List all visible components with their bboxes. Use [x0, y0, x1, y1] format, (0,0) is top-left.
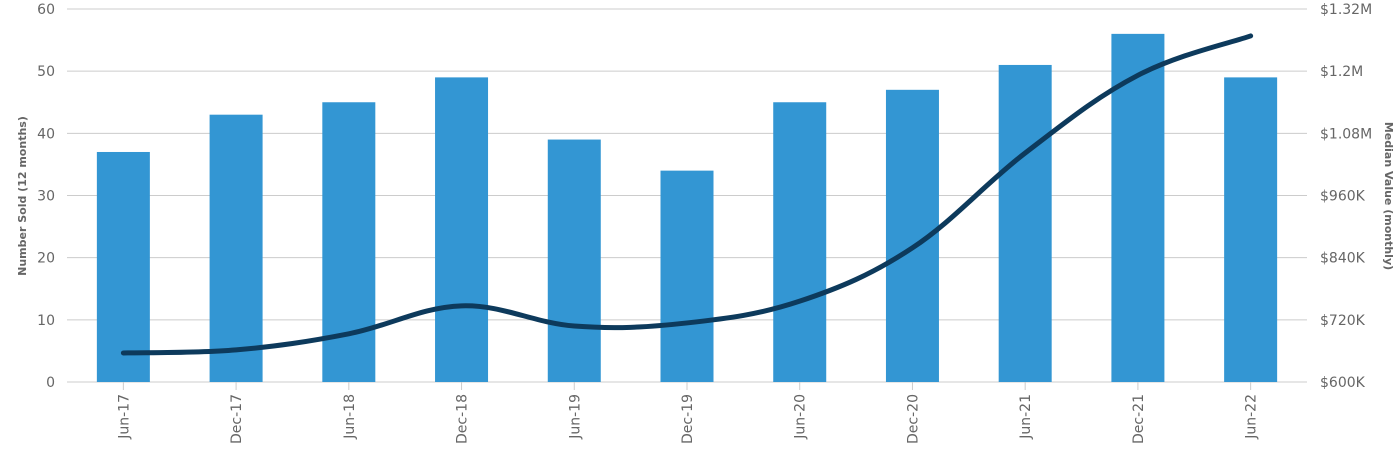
x-tick-label: Jun-21 [1018, 394, 1034, 440]
bar [998, 64, 1052, 382]
y-axis-title-left: Number Sold (12 months) [16, 116, 29, 276]
x-tick-label: Jun-17 [116, 394, 132, 440]
bar [209, 114, 263, 382]
y-tick-left: 20 [37, 251, 55, 267]
bar [773, 102, 827, 382]
y-tick-left: 40 [37, 126, 55, 142]
y-axis-title-right: Median Value (monthly) [1382, 122, 1395, 270]
y-tick-left: 10 [37, 313, 55, 329]
gridlines [67, 8, 1307, 390]
bar [547, 139, 601, 382]
bar [96, 151, 150, 382]
bar [1111, 33, 1165, 382]
x-tick-label: Dec-18 [455, 394, 471, 444]
y-tick-right: $960K [1320, 189, 1366, 205]
bar [435, 77, 489, 382]
x-tick-label: Jun-19 [567, 394, 583, 440]
x-tick-label: Dec-20 [905, 394, 921, 444]
bar [660, 170, 714, 382]
tick-labels: 0 $600K 10 $720K 20 $840K 30 $960K 40 $1.08M 50 $1.… [37, 2, 1372, 444]
line-series [120, 33, 1254, 356]
y-tick-left: 60 [37, 2, 55, 18]
x-tick-label: Jun-20 [793, 394, 809, 440]
x-tick-label: Jun-22 [1244, 394, 1260, 440]
median-value-line [120, 33, 1254, 356]
y-tick-right: $720K [1320, 313, 1366, 329]
y-tick-left: 30 [37, 189, 55, 205]
x-tick-label: Jun-18 [342, 394, 358, 440]
y-tick-left: 50 [37, 64, 55, 80]
bar [1224, 77, 1278, 382]
x-tick-label: Dec-19 [680, 394, 696, 444]
y-tick-right: $1.32M [1320, 2, 1372, 18]
y-tick-right: $1.2M [1320, 64, 1363, 80]
bar [322, 102, 376, 382]
bar-series [96, 33, 1278, 383]
y-tick-right: $600K [1320, 375, 1366, 391]
y-tick-left: 0 [46, 375, 55, 391]
x-tick-label: Dec-17 [229, 394, 245, 444]
y-tick-right: $840K [1320, 251, 1366, 267]
y-tick-right: $1.08M [1320, 126, 1372, 142]
x-tick-label: Dec-21 [1131, 394, 1147, 444]
